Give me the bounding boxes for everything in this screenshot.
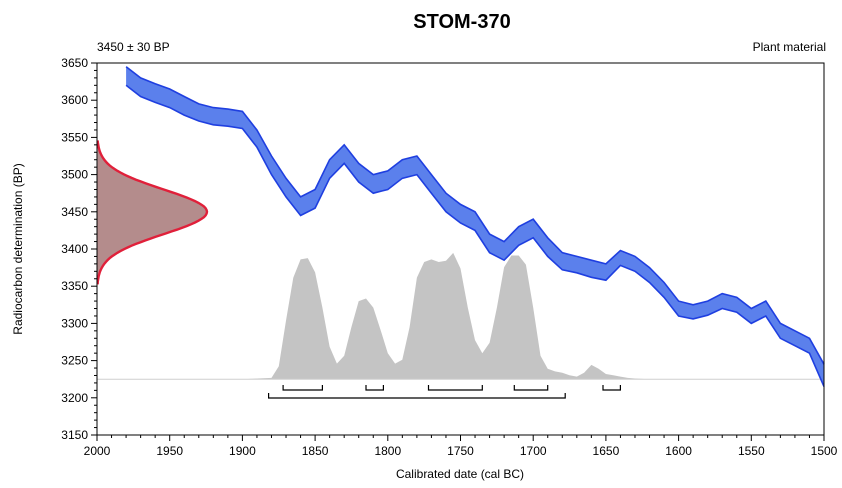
- y-tick-label: 3250: [61, 354, 88, 368]
- range-brackets-layer: [268, 385, 621, 399]
- radiocarbon-age-label: 3450 ± 30 BP: [97, 40, 170, 54]
- x-axis-label: Calibrated date (cal BC): [396, 467, 524, 481]
- x-axis: 2000 1950 1900 1850 1800 1750 1700 1650 1600 1550…: [84, 435, 838, 458]
- y-tick-label: 3150: [61, 428, 88, 442]
- calibration-upper-edge: [125, 66, 825, 365]
- y-tick-label: 3300: [61, 316, 88, 330]
- chart-title: STOM-370: [413, 11, 510, 33]
- x-tick-label: 1700: [520, 444, 547, 458]
- range-68-bracket: [282, 385, 323, 391]
- calibration-curve-layer: [125, 66, 825, 387]
- x-tick-label: 1500: [811, 444, 838, 458]
- y-tick-label: 3500: [61, 168, 88, 182]
- sample-material-label: Plant material: [753, 40, 826, 54]
- x-tick-label: 1900: [229, 444, 256, 458]
- radiocarbon-density-outline: [96, 140, 209, 285]
- calibration-lower-edge: [125, 84, 825, 387]
- x-tick-label: 1600: [665, 444, 692, 458]
- x-tick-label: 1750: [447, 444, 474, 458]
- x-tick-label: 1950: [156, 444, 183, 458]
- range-68-bracket: [365, 385, 384, 391]
- y-tick-label: 3400: [61, 242, 88, 256]
- range-68-bracket: [427, 385, 483, 391]
- calibration-band: [126, 66, 825, 387]
- x-tick-label: 1800: [374, 444, 401, 458]
- x-tick-label: 1850: [302, 444, 329, 458]
- radiocarbon-distribution-layer: [96, 140, 209, 285]
- range-68-bracket: [513, 385, 549, 391]
- y-tick-label: 3350: [61, 279, 88, 293]
- y-tick-label: 3450: [61, 205, 88, 219]
- y-axis-label: Radiocarbon determination (BP): [11, 163, 25, 334]
- x-tick-label: 1650: [593, 444, 620, 458]
- y-tick-label: 3600: [61, 93, 88, 107]
- radiocarbon-density-area: [97, 140, 207, 284]
- y-tick-label: 3200: [61, 391, 88, 405]
- range-68-bracket: [602, 385, 621, 391]
- x-tick-label: 2000: [84, 444, 111, 458]
- range-95-bracket: [268, 393, 566, 399]
- y-axis: 3150 3200 3250 3300 3350 3400 3450 3500 3550 3600…: [61, 56, 97, 442]
- x-tick-label: 1550: [738, 444, 765, 458]
- y-tick-label: 3550: [61, 130, 88, 144]
- y-tick-label: 3650: [61, 56, 88, 70]
- posterior-density-layer: [97, 252, 824, 380]
- posterior-density-area: [242, 252, 650, 380]
